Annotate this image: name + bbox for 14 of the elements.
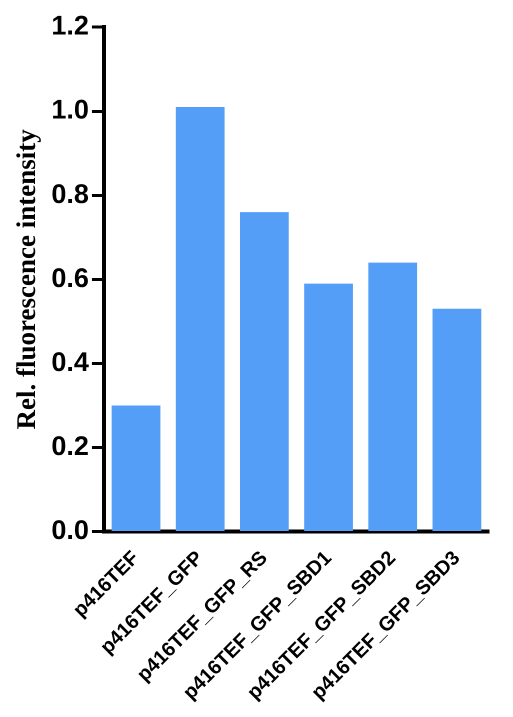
- y-tick-label: 0.8: [51, 178, 89, 209]
- bar: [240, 212, 289, 532]
- y-tick-label: 0.6: [51, 262, 89, 293]
- y-tick-label: 1.2: [51, 10, 89, 41]
- bar: [368, 262, 418, 532]
- y-tick-label: 0.2: [51, 430, 89, 461]
- y-axis-title: Rel. fluorescence intensity: [11, 128, 42, 430]
- bar: [176, 107, 225, 532]
- bar: [304, 284, 353, 532]
- bar: [432, 308, 482, 532]
- y-tick-label: 0.0: [51, 515, 89, 546]
- y-tick-label: 0.4: [51, 346, 89, 377]
- y-tick-label: 1.0: [51, 94, 89, 125]
- bar: [112, 405, 160, 532]
